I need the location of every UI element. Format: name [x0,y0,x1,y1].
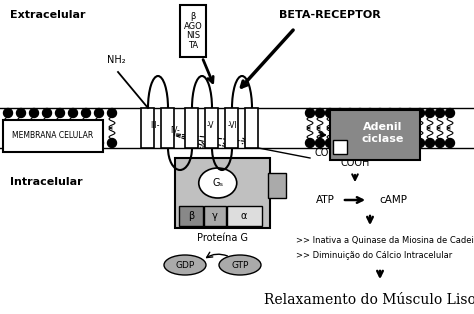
Bar [268,173,286,198]
Circle shape [82,109,91,117]
Circle shape [316,109,325,117]
Bar [333,140,347,154]
Circle shape [55,109,64,117]
Circle shape [82,138,91,148]
Circle shape [436,138,445,148]
Text: Extracelular: Extracelular [10,10,85,20]
Circle shape [306,109,315,117]
Circle shape [69,109,78,117]
Circle shape [336,138,345,148]
Circle shape [316,138,325,148]
Circle shape [3,138,12,148]
Circle shape [375,109,384,117]
Circle shape [3,109,12,117]
Circle shape [436,109,445,117]
Circle shape [416,138,425,148]
Bar [3,120,103,152]
Circle shape [43,109,52,117]
Bar [246,108,258,148]
Circle shape [108,138,117,148]
Circle shape [356,138,365,148]
Text: COOH: COOH [315,148,345,158]
Text: -VI: -VI [228,121,238,130]
Circle shape [94,109,103,117]
Circle shape [17,109,26,117]
Text: >> Inativa a Quinase da Miosina de Cadeia Leve: >> Inativa a Quinase da Miosina de Cadei… [296,236,474,246]
Text: ATP: ATP [316,195,335,205]
Text: Intracelular: Intracelular [10,177,82,187]
Bar [175,158,270,228]
Circle shape [43,138,52,148]
Bar [226,108,238,148]
Circle shape [375,138,384,148]
Text: BETA-RECEPTOR: BETA-RECEPTOR [279,10,381,20]
Ellipse shape [219,255,261,275]
Circle shape [108,109,117,117]
Bar [180,5,206,57]
Circle shape [385,109,394,117]
Circle shape [405,138,414,148]
Text: Relaxamento do Músculo Liso: Relaxamento do Músculo Liso [264,293,474,307]
Ellipse shape [164,255,206,275]
Bar [142,108,155,148]
Bar [206,108,219,148]
Text: MEMBRANA CELULAR: MEMBRANA CELULAR [12,132,94,140]
Circle shape [365,138,374,148]
Circle shape [395,109,404,117]
Circle shape [326,109,335,117]
Circle shape [29,138,38,148]
Text: >> Diminuição do Cálcio Intracelular: >> Diminuição do Cálcio Intracelular [296,252,452,261]
Circle shape [336,109,345,117]
Text: Proteína G: Proteína G [197,233,248,243]
Circle shape [94,138,103,148]
Bar [179,206,203,226]
Circle shape [446,109,455,117]
Text: GTP: GTP [231,261,249,269]
Circle shape [416,109,425,117]
Bar [162,108,174,148]
Text: Adenil
ciclase: Adenil ciclase [362,122,404,144]
Circle shape [426,109,435,117]
Circle shape [356,109,365,117]
Circle shape [395,138,404,148]
Text: NH₂: NH₂ [107,55,125,65]
Text: cAMP: cAMP [379,195,407,205]
Circle shape [365,109,374,117]
Text: GDP: GDP [175,261,195,269]
Text: γ: γ [212,211,218,221]
Bar [185,108,199,148]
Bar [227,206,262,226]
Text: Gₛ: Gₛ [212,178,223,188]
Circle shape [69,138,78,148]
Text: COOH: COOH [340,158,370,168]
Circle shape [55,138,64,148]
Text: β: β [188,211,194,221]
Bar [330,110,420,160]
Circle shape [326,138,335,148]
Text: IV-: IV- [170,126,180,135]
Circle shape [346,109,355,117]
Ellipse shape [199,168,237,198]
Text: α: α [241,211,247,221]
Circle shape [405,109,414,117]
Text: III-: III- [150,121,160,130]
Text: -V: -V [206,121,214,130]
Circle shape [17,138,26,148]
Circle shape [446,138,455,148]
Circle shape [346,138,355,148]
Circle shape [385,138,394,148]
Text: β
AGO
NIS
TA: β AGO NIS TA [183,12,202,50]
Circle shape [29,109,38,117]
Bar [204,206,226,226]
Circle shape [426,138,435,148]
Circle shape [306,138,315,148]
